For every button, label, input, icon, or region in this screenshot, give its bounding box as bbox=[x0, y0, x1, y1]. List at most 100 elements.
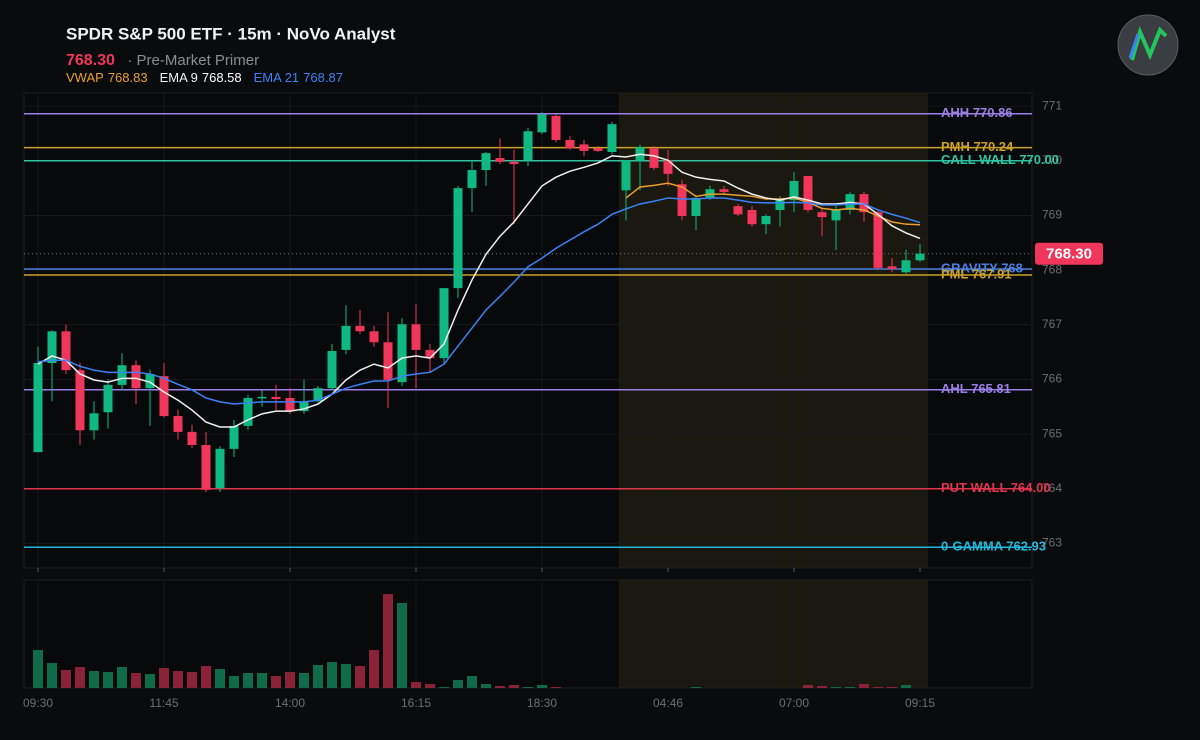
candle-body bbox=[425, 349, 435, 359]
volume-bar bbox=[173, 671, 183, 688]
candle-body bbox=[89, 413, 99, 431]
candle-body bbox=[383, 342, 393, 380]
volume-bar bbox=[551, 687, 561, 688]
y-tick-label: 771 bbox=[1042, 98, 1062, 112]
volume-bar bbox=[411, 682, 421, 688]
y-tick-label: 767 bbox=[1042, 317, 1062, 331]
candle-body bbox=[453, 188, 463, 289]
x-tick-label: 16:15 bbox=[401, 696, 431, 710]
legend-value: 768.58 bbox=[202, 70, 242, 85]
y-tick-label: 769 bbox=[1042, 208, 1062, 222]
indicator-line bbox=[37, 197, 921, 405]
volume-bar bbox=[383, 594, 393, 688]
volume-bar bbox=[243, 673, 253, 688]
volume-bar bbox=[425, 684, 435, 688]
candle-body bbox=[131, 365, 141, 389]
x-tick-label: 09:30 bbox=[23, 696, 53, 710]
volume-bar bbox=[495, 686, 505, 688]
x-tick-label: 07:00 bbox=[779, 696, 809, 710]
candle-body bbox=[691, 197, 701, 216]
volume-bar bbox=[61, 670, 71, 688]
logo bbox=[1117, 14, 1179, 76]
candle-body bbox=[117, 365, 127, 385]
candle-body bbox=[229, 425, 239, 449]
candle-body bbox=[649, 148, 659, 168]
volume-bar bbox=[873, 687, 883, 688]
y-tick-label: 766 bbox=[1042, 372, 1062, 386]
candle-body bbox=[271, 396, 281, 400]
candle-body bbox=[481, 153, 491, 171]
candle-body bbox=[355, 325, 365, 332]
volume-bar bbox=[271, 676, 281, 688]
candle-body bbox=[341, 325, 351, 350]
candle-body bbox=[677, 184, 687, 216]
volume-bar bbox=[159, 668, 169, 688]
level-label: 0-GAMMA 762.93 bbox=[941, 539, 1046, 554]
candle-body bbox=[831, 209, 841, 221]
volume-bar bbox=[691, 687, 701, 688]
candle-body bbox=[621, 160, 631, 191]
candle-body bbox=[565, 140, 575, 149]
volume-bar bbox=[229, 676, 239, 688]
volume-bar bbox=[887, 687, 897, 688]
candle-body bbox=[397, 324, 407, 383]
premarket-shade bbox=[619, 580, 928, 688]
candle-body bbox=[579, 144, 589, 151]
candle-body bbox=[327, 350, 337, 389]
volume-bar bbox=[215, 669, 225, 688]
y-tick-label: 770 bbox=[1042, 153, 1062, 167]
candle-body bbox=[201, 445, 211, 490]
x-tick-label: 09:15 bbox=[905, 696, 935, 710]
candle-body bbox=[873, 212, 883, 268]
level-label: AHH 770.86 bbox=[941, 105, 1013, 120]
chart-title: SPDR S&P 500 ETF · 15m · NoVo Analyst bbox=[66, 24, 396, 43]
candle-body bbox=[243, 398, 253, 426]
candle-body bbox=[663, 160, 673, 174]
y-tick-label: 765 bbox=[1042, 426, 1062, 440]
volume-bar bbox=[187, 672, 197, 688]
indicator-line bbox=[37, 153, 921, 428]
candle-body bbox=[495, 158, 505, 162]
volume-bar bbox=[481, 684, 491, 688]
price-badge-label: 768.30 bbox=[1046, 246, 1092, 263]
volume-bar bbox=[369, 650, 379, 688]
x-tick-label: 11:45 bbox=[149, 696, 178, 710]
candle-body bbox=[159, 376, 169, 417]
volume-bar bbox=[397, 603, 407, 688]
volume-bar bbox=[439, 687, 449, 688]
candle-body bbox=[299, 401, 309, 412]
x-tick-label: 04:46 bbox=[653, 696, 683, 710]
volume-bar bbox=[341, 664, 351, 688]
y-tick-label: 763 bbox=[1042, 536, 1062, 550]
level-label: CALL WALL 770.00 bbox=[941, 152, 1059, 167]
candle-body bbox=[551, 115, 561, 141]
candle-body bbox=[439, 288, 449, 359]
level-label: PUT WALL 764.00 bbox=[941, 480, 1051, 495]
candle-body bbox=[775, 200, 785, 210]
volume-bar bbox=[201, 666, 211, 688]
candle-body bbox=[257, 396, 267, 399]
volume-bar bbox=[803, 685, 813, 688]
logo-circle bbox=[1117, 14, 1179, 76]
volume-bar bbox=[509, 685, 519, 688]
volume-bar bbox=[313, 665, 323, 688]
legend-name: EMA 9 bbox=[160, 70, 198, 85]
volume-bar bbox=[75, 667, 85, 688]
candle-body bbox=[761, 215, 771, 225]
candle-body bbox=[145, 373, 155, 389]
candle-body bbox=[537, 114, 547, 133]
candle-body bbox=[901, 260, 911, 273]
candle-body bbox=[747, 209, 757, 225]
candle-body bbox=[887, 266, 897, 270]
volume-bar bbox=[523, 687, 533, 688]
price-header: 768.30 · Pre-Market Primer bbox=[66, 52, 259, 69]
candle-body bbox=[187, 431, 197, 446]
volume-bar bbox=[901, 685, 911, 688]
volume-bar bbox=[47, 663, 57, 688]
volume-bar bbox=[859, 684, 869, 688]
candle-body bbox=[61, 331, 71, 371]
last-price: 768.30 bbox=[66, 52, 115, 69]
level-label: GRAVITY 768 bbox=[941, 260, 1023, 275]
